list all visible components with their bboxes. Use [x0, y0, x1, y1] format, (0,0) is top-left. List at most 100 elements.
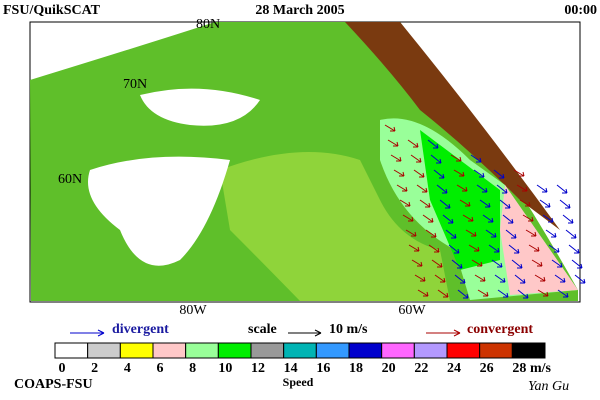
wind-arrow: [565, 229, 577, 239]
wind-arrow: [499, 199, 511, 209]
scale-label: scale: [248, 322, 277, 337]
wind-arrow: [545, 229, 557, 238]
wind-arrow: [514, 274, 526, 284]
channel: [140, 88, 260, 126]
land-light: [220, 152, 450, 301]
wind-arrow: [536, 184, 548, 193]
lat-label: 70N: [123, 77, 147, 92]
wind-arrow: [454, 274, 466, 284]
colorbar-tick: 2: [91, 361, 98, 376]
header-center: 28 March 2005: [255, 3, 344, 18]
map: 80N 70N 60N 80W 60W: [29, 17, 586, 318]
wind-arrow: [516, 184, 528, 192]
legend: divergent scale 10 m/s convergent: [70, 322, 533, 337]
arrow-head: [314, 329, 322, 337]
wind-arrow: [477, 289, 489, 297]
wind-arrow: [437, 289, 449, 298]
footer-right: Yan Gu: [528, 379, 569, 394]
wind-arrow: [445, 229, 457, 239]
wind-arrow: [511, 259, 523, 269]
wind-arrow: [410, 154, 422, 163]
wind-arrow: [459, 199, 471, 207]
wind-arrow: [494, 274, 506, 283]
wind-arrow: [419, 199, 431, 208]
header-left: FSU/QuikSCAT: [3, 3, 101, 18]
wind-arrow: [468, 244, 480, 252]
lon-label: 80W: [179, 303, 207, 318]
greenland: [345, 22, 560, 230]
wind-arrow: [562, 214, 574, 224]
colorbar-cell: [381, 342, 415, 359]
wind-arrow: [431, 259, 443, 268]
colorbar-cell: [413, 342, 448, 359]
lat-label: 80N: [196, 17, 220, 32]
colorbar-cell: [348, 342, 383, 359]
header-right: 00:00: [564, 3, 597, 18]
wind-arrow: [513, 169, 525, 177]
wind-arrow: [493, 169, 505, 179]
wind-arrow: [396, 184, 408, 192]
wind-arrow: [414, 274, 426, 282]
wind-arrow: [497, 289, 509, 298]
wind-arrow: [384, 124, 396, 132]
wind-arrow: [456, 184, 468, 192]
colorbar: 0 2 4 6 8 10 12 14 16 18 20 22 24 26 28 m/s: [54, 342, 552, 376]
wind-arrow: [488, 244, 500, 253]
colorbar-cell: [283, 342, 317, 359]
colorbar-cell: [119, 342, 154, 359]
colorbar-cell: [479, 342, 513, 359]
wind-arrow: [422, 214, 434, 223]
wind-arrow: [556, 184, 568, 194]
wind-arrow: [534, 274, 546, 282]
colorbar-tick: 0: [59, 361, 66, 376]
colorbar-tick: 28: [512, 361, 526, 376]
wind-arrow: [436, 184, 448, 194]
wind-arrow: [411, 259, 423, 267]
wind-arrow: [528, 244, 540, 252]
wind-arrow: [462, 214, 474, 222]
lon-label: 60W: [398, 303, 426, 318]
wind-arrow: [413, 169, 425, 178]
wind-arrow: [502, 214, 514, 224]
wind-arrow: [531, 259, 543, 267]
colorbar-tick: 20: [382, 361, 396, 376]
wind-arrow: [491, 259, 503, 268]
wind-arrow: [496, 184, 508, 194]
colorbar-tick: 10: [218, 361, 232, 376]
colorbar-cell: [446, 342, 481, 359]
wind-arrow: [568, 244, 580, 254]
wind-arrow: [539, 199, 551, 208]
footer-left: COAPS-FSU: [14, 377, 93, 392]
wind-arrow: [390, 154, 402, 162]
wind-arrow: [451, 259, 463, 269]
colorbar-tick: 24: [447, 361, 461, 376]
colorbar-tick: 26: [480, 361, 494, 376]
colorbar-unit: m/s: [530, 361, 552, 376]
wind-arrow: [519, 199, 531, 207]
wind-arrow: [405, 229, 417, 237]
lat-label: 60N: [58, 172, 82, 187]
colorbar-cell: [87, 342, 121, 359]
colorbar-tick: 14: [284, 361, 298, 376]
colorbar-cell: [250, 342, 285, 359]
wind-arrow: [399, 199, 411, 207]
colorbar-tick: 12: [251, 361, 265, 376]
hudson-bay: [88, 156, 230, 266]
arrow-head: [97, 329, 105, 337]
wind-arrow: [522, 214, 534, 222]
wind-arrow: [430, 154, 442, 164]
wind-arrow: [471, 259, 483, 267]
wind-arrow: [387, 139, 399, 147]
wind-arrow: [476, 184, 488, 193]
wind-arrow: [474, 274, 486, 282]
colorbar-tick: 22: [414, 361, 428, 376]
wind-arrow: [416, 184, 428, 193]
wind-arrow: [427, 139, 439, 149]
colorbar-cell: [315, 342, 350, 359]
wind-arrow: [473, 169, 485, 178]
wind-arrow: [517, 289, 529, 299]
wind-arrow: [408, 244, 420, 252]
wind-arrow: [482, 214, 494, 223]
wind-arrow: [450, 154, 462, 162]
